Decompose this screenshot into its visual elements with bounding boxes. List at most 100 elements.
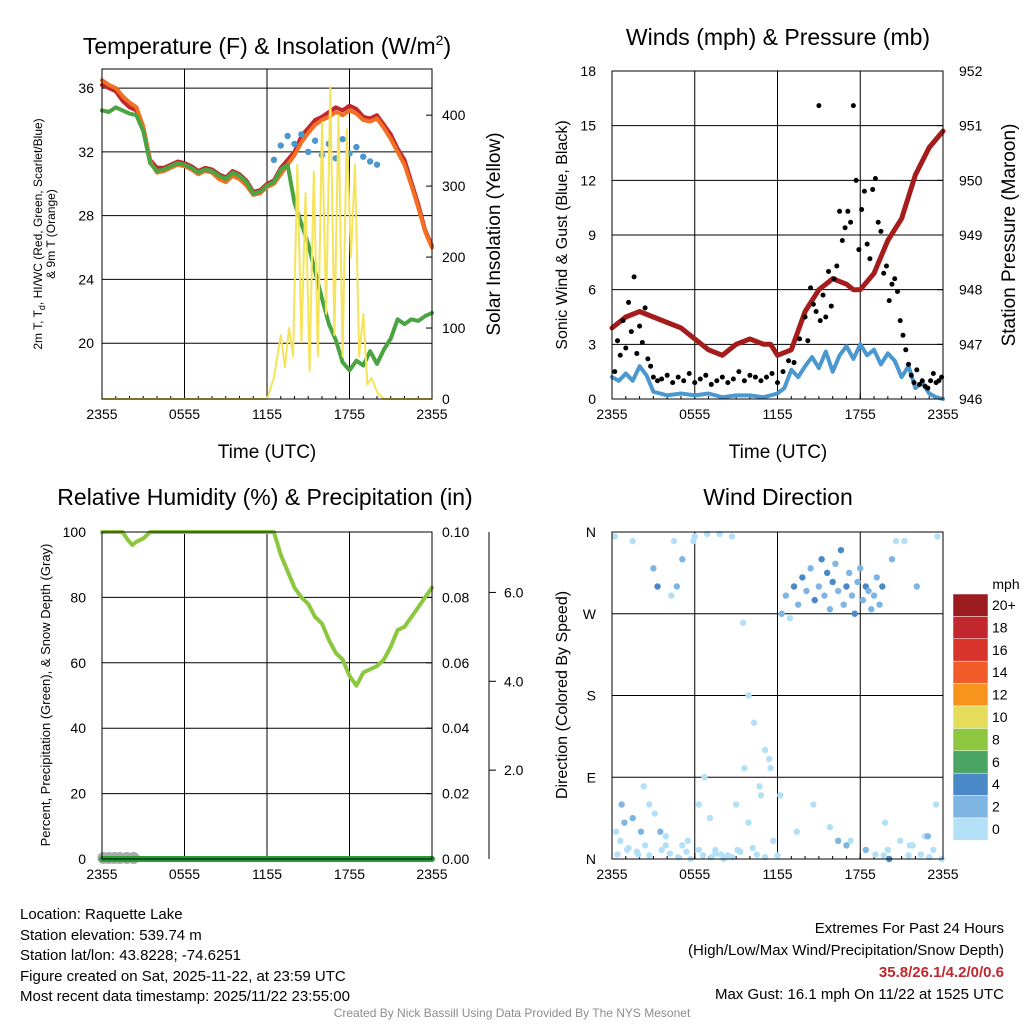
chart3-direction-point <box>662 842 669 849</box>
colorbar-label: 4 <box>992 776 1000 792</box>
chart3-direction-point <box>679 842 686 849</box>
chart1-gust-point <box>875 219 881 225</box>
chart2-ytick-label: 100 <box>63 524 87 540</box>
chart3-direction-point <box>753 851 761 858</box>
colorbar-swatch <box>952 660 989 684</box>
colorbar-swatch <box>952 593 989 617</box>
chart3-xtick-label: 0555 <box>679 866 710 882</box>
chart3-direction-point <box>859 596 867 604</box>
chart1-gust-point <box>664 372 670 378</box>
chart0-hiwc-point <box>339 135 346 143</box>
chart3-direction-point <box>880 852 887 859</box>
chart3-direction-point <box>834 587 842 595</box>
chart3-direction-point <box>695 801 703 808</box>
chart1-gust-point <box>797 336 803 342</box>
chart3-direction-point <box>790 583 798 590</box>
chart2-y2tick-label: 0.00 <box>442 851 469 867</box>
extremes-subtitle: (High/Low/Max Wind/Precipitation/Snow De… <box>688 942 1004 959</box>
chart3-direction-point <box>650 565 657 572</box>
chart2-y2tick-label: 0.08 <box>442 589 469 605</box>
chart3-direction-point <box>870 592 878 599</box>
chart3-direction-point <box>810 801 817 808</box>
chart3-direction-point <box>843 842 850 849</box>
chart0-title: Temperature (F) & Insolation (W/m2) <box>83 32 451 59</box>
chart1-gust-point <box>697 376 703 382</box>
chart3-direction-point <box>881 819 889 826</box>
chart3-direction-point <box>706 814 714 822</box>
chart0-y2tick-label: 100 <box>442 320 466 336</box>
chart3-direction-point <box>750 719 758 726</box>
chart1-gust-point <box>719 374 725 380</box>
chart1-gust-point <box>686 370 692 376</box>
chart0-ylabel-line1b: , HI/WC (Red, Green, Scarlet/Blue) <box>31 118 45 305</box>
chart3-direction-point <box>745 819 752 826</box>
chart3-direction-point <box>629 814 636 822</box>
chart3-direction-point <box>826 824 834 831</box>
chart1-gust-point <box>908 372 914 378</box>
chart3-xtick-label: 1755 <box>845 866 876 882</box>
chart3-direction-point <box>732 801 740 808</box>
chart2-rh-line <box>100 530 434 688</box>
chart1-y2tick-label: 948 <box>959 282 983 298</box>
chart2-ytick-label: 60 <box>70 655 86 671</box>
chart1-gust-point <box>925 385 931 391</box>
chart1-gust-point <box>828 303 834 309</box>
chart0-xtick-label: 0555 <box>169 406 200 422</box>
chart1-gust-point <box>914 367 920 373</box>
chart2-y3tick-label: 6.0 <box>504 584 524 600</box>
chart1-gust-point <box>725 380 731 386</box>
chart0-xtick-label: 2355 <box>86 406 117 422</box>
credit-line: Created By Nick Bassill Using Data Provi… <box>333 1006 691 1020</box>
chart0-xlabel: Time (UTC) <box>218 442 317 463</box>
chart3-ytick-label: N <box>586 851 596 867</box>
chart3-direction-point <box>670 537 678 545</box>
chart3-direction-point <box>701 774 708 781</box>
chart3-direction-point <box>662 833 669 840</box>
chart1-title: Winds (mph) & Pressure (mb) <box>626 24 930 50</box>
chart3-direction-point <box>734 846 741 854</box>
chart3-direction-point <box>774 852 781 859</box>
chart1-gust-point <box>648 363 654 369</box>
chart1-y2tick-label: 946 <box>959 391 983 407</box>
chart1-ytick-label: 15 <box>580 118 596 134</box>
chart1-y2tick-label: 951 <box>959 118 983 134</box>
chart3-direction-point <box>786 615 794 622</box>
chart3-direction-point <box>815 583 823 590</box>
chart1-gust-point <box>834 263 840 269</box>
chart3-direction-point <box>793 828 801 835</box>
colorbar-swatch <box>952 795 989 819</box>
chart1-gust-point <box>839 237 845 243</box>
chart1-gust-point <box>861 188 867 194</box>
chart1-gust-point <box>730 376 736 382</box>
chart3-direction-point <box>646 852 653 859</box>
chart3-direction-point <box>897 837 904 845</box>
chart3-direction-point <box>635 851 642 858</box>
colorbar-label: 10 <box>992 709 1008 725</box>
chart3-direction-point <box>741 764 748 772</box>
chart1-gust-point <box>659 376 665 382</box>
chart3-direction-point <box>829 578 836 586</box>
chart1-gust-point <box>769 370 775 376</box>
chart3-direction-point <box>807 565 814 572</box>
chart1-gust-point <box>741 378 747 384</box>
chart3-direction-point <box>666 850 674 857</box>
chart0-ylabel-line2: & 9m T (Orange) <box>44 189 58 279</box>
chart2-ytick-label: 20 <box>70 786 86 802</box>
chart1-y2tick-label: 949 <box>959 227 983 243</box>
chart3-direction-point <box>684 837 692 845</box>
chart3-direction-point <box>654 583 661 590</box>
chart2-xtick-label: 0555 <box>169 866 200 882</box>
chart1-gust-point <box>708 381 714 387</box>
chart0-hiwc-point <box>298 131 305 138</box>
chart0-hiwc-point <box>311 137 319 144</box>
chart3-frame <box>611 531 944 860</box>
chart3-direction-point <box>657 828 664 835</box>
chart1-gust-point <box>853 177 859 183</box>
figure-created: Figure created on Sat, 2025-11-22, at 23… <box>20 967 346 985</box>
colorbar-swatch <box>952 638 989 662</box>
chart2-xtick-label: 2355 <box>416 866 447 882</box>
station-location: Location: Raquette Lake <box>20 906 183 923</box>
chart1-gust-point <box>626 299 632 305</box>
chart1-gust-point <box>775 380 780 386</box>
chart0-xtick-label: 2355 <box>416 406 447 422</box>
